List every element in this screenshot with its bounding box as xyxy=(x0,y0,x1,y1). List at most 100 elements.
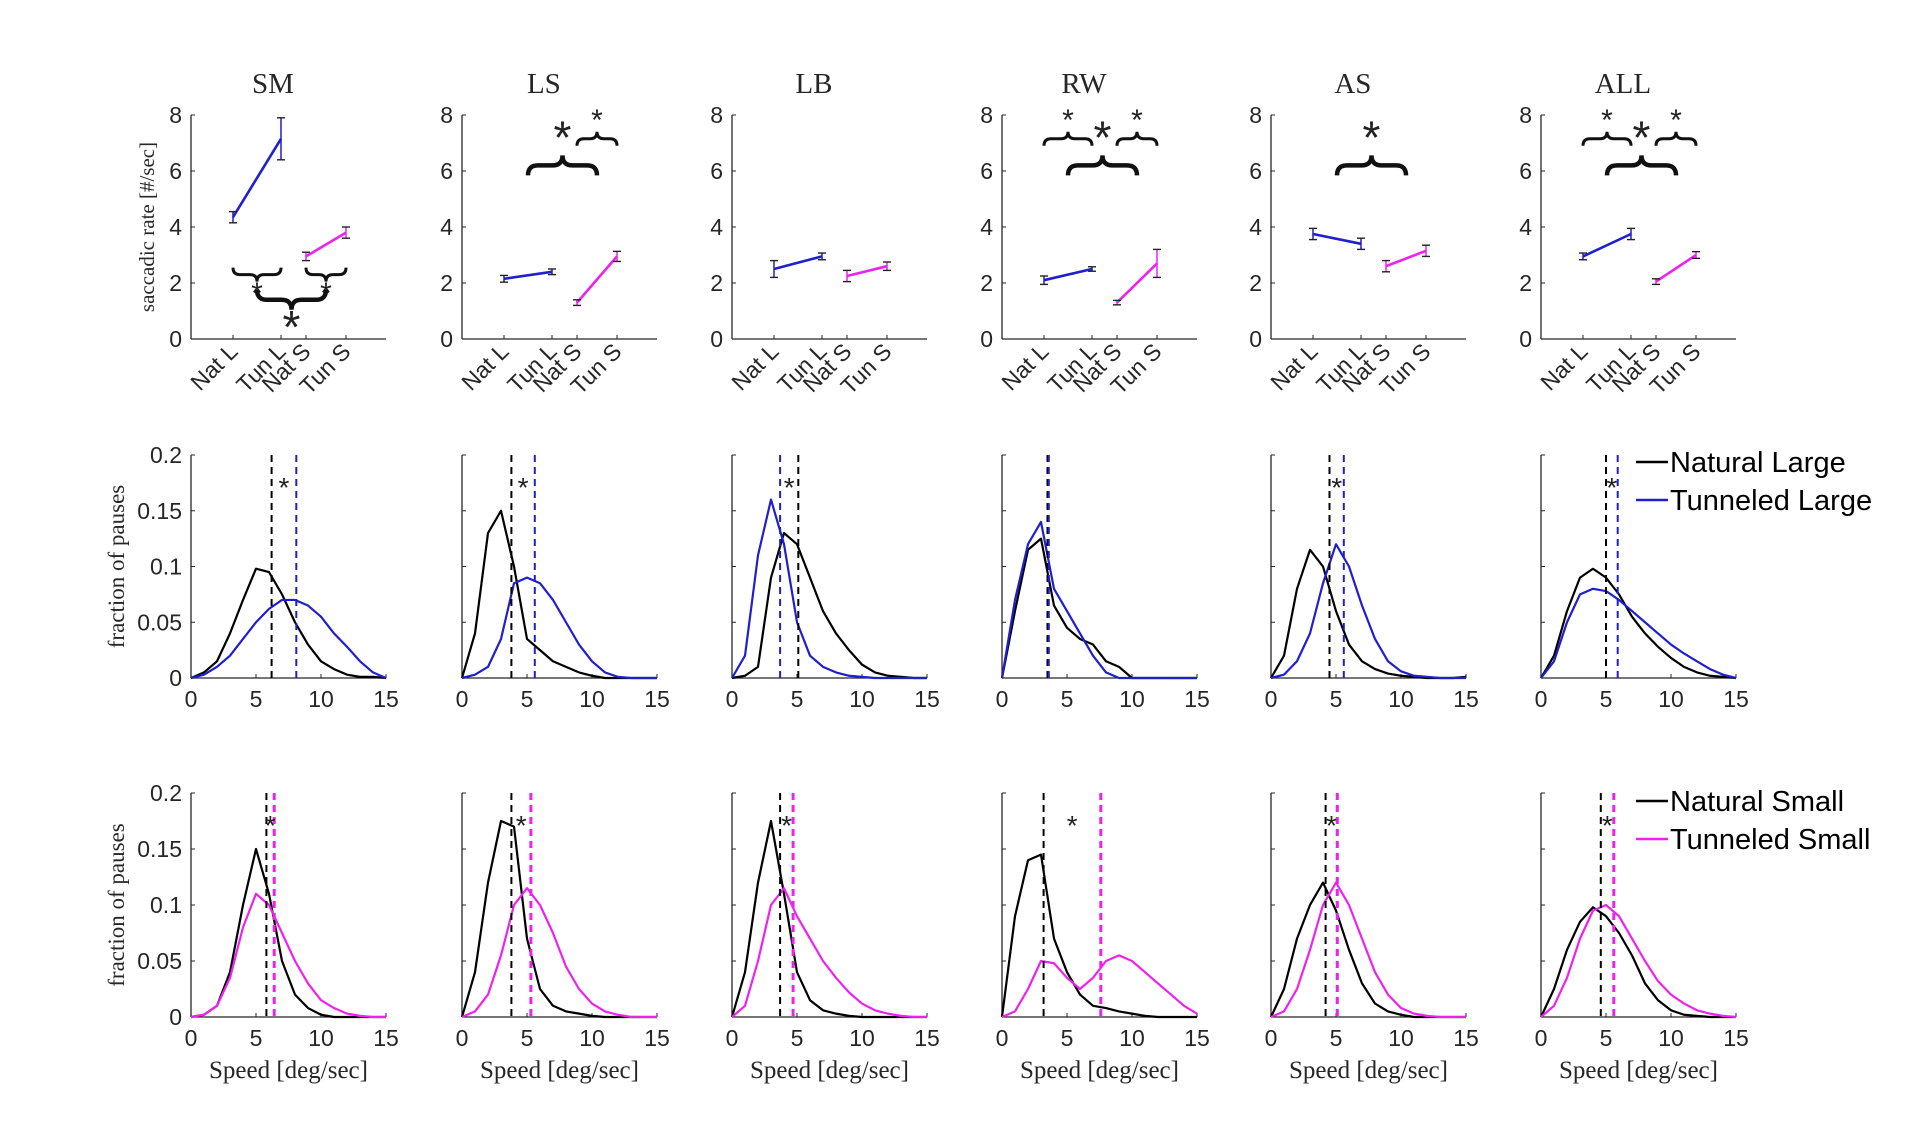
x-tick-label: 10 xyxy=(1388,1025,1414,1051)
x-tick-label: 10 xyxy=(849,1025,875,1051)
x-tick-label: Nat L xyxy=(1265,338,1322,395)
x-tick-label: 15 xyxy=(1184,686,1210,712)
x-tick-label: 0 xyxy=(456,1025,469,1051)
x-tick-label: 0 xyxy=(726,686,739,712)
y-tick-label: 6 xyxy=(169,158,182,184)
x-tick-label: 0 xyxy=(996,686,1009,712)
x-tick-label: 5 xyxy=(521,686,534,712)
rate-line xyxy=(305,231,347,258)
significance-star: * xyxy=(1331,472,1342,503)
x-tick-label: 0 xyxy=(1265,686,1278,712)
x-tick-label: 5 xyxy=(1330,1025,1343,1051)
x-tick-label: 15 xyxy=(1184,1025,1210,1051)
tunneled-curve xyxy=(461,887,657,1019)
y-tick-label: 0.1 xyxy=(150,554,182,580)
x-tick-label: 15 xyxy=(1723,1025,1749,1051)
x-tick-label: Nat L xyxy=(996,338,1053,395)
x-tick-label: 10 xyxy=(1658,686,1684,712)
rate-line xyxy=(1582,232,1632,258)
tunneled-curve xyxy=(461,576,657,680)
y-axis-label: fraction of pauses xyxy=(104,823,129,987)
rate-line xyxy=(231,138,283,218)
x-tick-label: 15 xyxy=(1453,1025,1479,1051)
significance-bracket xyxy=(525,155,600,176)
x-tick-label: Nat L xyxy=(726,338,783,395)
y-tick-label: 8 xyxy=(710,102,723,128)
significance-bracket xyxy=(254,289,329,310)
tunneled-curve xyxy=(190,892,386,1019)
legend-label: Tunneled Small xyxy=(1670,824,1870,856)
tunneled-curve xyxy=(731,498,927,680)
natural-curve xyxy=(1540,567,1737,680)
x-tick-label: 0 xyxy=(185,686,198,712)
y-tick-label: 0 xyxy=(169,326,182,352)
y-tick-label: 0 xyxy=(1519,326,1532,352)
x-tick-label: 5 xyxy=(1061,1025,1074,1051)
significance-star: * xyxy=(1633,111,1651,163)
y-tick-label: 6 xyxy=(440,158,453,184)
significance-star: * xyxy=(278,472,289,503)
y-tick-label: 8 xyxy=(169,102,182,128)
tunneled-curve xyxy=(1000,520,1197,680)
rate-line xyxy=(773,255,823,271)
y-tick-label: 4 xyxy=(1249,214,1262,240)
x-tick-label: 10 xyxy=(1119,1025,1145,1051)
y-tick-label: 0 xyxy=(169,665,182,691)
natural-curve xyxy=(1540,906,1736,1019)
rate-line xyxy=(576,255,618,304)
x-axis-label: Speed [deg/sec] xyxy=(1289,1057,1448,1084)
x-tick-label: 15 xyxy=(644,1025,670,1051)
x-tick-label: 0 xyxy=(456,686,469,712)
rate-line xyxy=(1655,253,1697,283)
x-tick-label: 0 xyxy=(1535,686,1548,712)
significance-bracket xyxy=(1581,131,1633,146)
significance-star: * xyxy=(591,104,603,137)
legend-label: Natural Small xyxy=(1670,786,1844,818)
significance-bracket xyxy=(1604,155,1679,176)
y-tick-label: 2 xyxy=(710,270,723,296)
natural-curve xyxy=(1270,548,1467,680)
significance-star: * xyxy=(516,810,527,841)
x-tick-label: Nat L xyxy=(456,338,513,395)
y-tick-label: 0.2 xyxy=(150,442,182,468)
x-tick-label: 15 xyxy=(644,686,670,712)
x-tick-label: 15 xyxy=(373,686,399,712)
x-tick-label: 15 xyxy=(914,1025,940,1051)
x-axis-label: Speed [deg/sec] xyxy=(480,1057,639,1084)
significance-bracket xyxy=(231,267,283,282)
x-tick-label: 10 xyxy=(579,1025,605,1051)
legend-label: Tunneled Large xyxy=(1670,485,1872,517)
x-tick-label: 5 xyxy=(1600,686,1613,712)
natural-curve xyxy=(731,531,927,680)
x-tick-label: Nat L xyxy=(185,338,242,395)
panel-title: SM xyxy=(252,68,294,100)
natural-curve xyxy=(730,819,927,1019)
y-tick-label: 0.15 xyxy=(137,498,182,524)
x-tick-label: 0 xyxy=(996,1025,1009,1051)
y-tick-label: 6 xyxy=(1249,158,1262,184)
natural-curve xyxy=(190,567,387,680)
significance-bracket xyxy=(304,267,348,282)
x-axis-label: Speed [deg/sec] xyxy=(1020,1057,1179,1084)
x-tick-label: 5 xyxy=(791,1025,804,1051)
x-tick-label: 15 xyxy=(373,1025,399,1051)
natural-curve xyxy=(190,847,386,1019)
natural-curve xyxy=(460,819,657,1019)
y-tick-label: 4 xyxy=(440,214,453,240)
x-tick-label: 10 xyxy=(1119,686,1145,712)
y-tick-label: 0.05 xyxy=(137,609,182,635)
significance-bracket xyxy=(1654,131,1698,146)
significance-star: * xyxy=(1602,810,1613,841)
rate-line xyxy=(503,270,553,281)
natural-curve xyxy=(1270,881,1466,1019)
significance-star: * xyxy=(518,472,529,503)
significance-star: * xyxy=(1094,111,1112,163)
y-tick-label: 4 xyxy=(980,214,993,240)
x-tick-label: 10 xyxy=(308,1025,334,1051)
significance-bracket xyxy=(1042,131,1094,146)
x-tick-label: 5 xyxy=(791,686,804,712)
y-tick-label: 8 xyxy=(980,102,993,128)
y-axis-label: fraction of pauses xyxy=(104,485,129,649)
x-tick-label: 10 xyxy=(1388,686,1414,712)
